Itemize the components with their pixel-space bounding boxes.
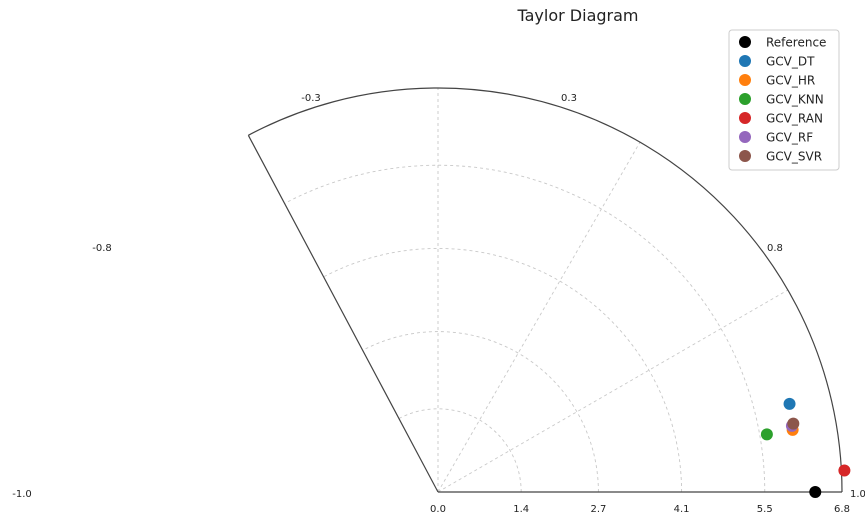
correlation-label: -0.8 <box>92 243 112 254</box>
legend: Reference GCV_DT GCV_HR GCV_KNN GCV_RAN GCV_R… <box>728 29 840 171</box>
legend-label: GCV_DT <box>766 55 815 69</box>
correlation-grid-line <box>437 289 789 493</box>
legend-label: GCV_HR <box>766 74 815 88</box>
left-edge-line <box>247 135 439 493</box>
legend-marker <box>739 150 751 162</box>
correlation-labels: 1.0 0.8 0.3 -0.3 -0.8 -1.0 <box>12 93 865 500</box>
legend-marker <box>739 55 751 67</box>
point-gcv-ran <box>838 464 851 477</box>
std-grid-arc <box>323 247 683 493</box>
legend-label: GCV_RF <box>766 131 813 145</box>
diagram-frame <box>247 87 843 493</box>
data-points <box>760 397 851 498</box>
std-grid-arc <box>362 331 599 493</box>
radial-tick-label: 6.8 <box>834 504 850 515</box>
outer-arc <box>248 87 843 493</box>
correlation-label: 0.8 <box>767 243 783 254</box>
correlation-grid-line <box>437 141 641 493</box>
point-reference <box>809 486 822 498</box>
radial-tick-label: 4.1 <box>674 504 690 515</box>
radial-ticks: 0.0 1.4 2.7 4.1 5.5 6.8 <box>430 504 850 515</box>
std-grid-arc <box>284 164 766 493</box>
legend-marker <box>739 131 751 143</box>
chart-title: Taylor Diagram <box>517 6 639 25</box>
legend-marker <box>739 112 751 124</box>
std-grid-arc <box>398 408 522 493</box>
correlation-label: -0.3 <box>301 93 321 104</box>
legend-marker <box>739 93 751 105</box>
legend-marker <box>739 36 751 48</box>
legend-label: GCV_SVR <box>766 150 822 164</box>
correlation-label: 1.0 <box>850 489 865 500</box>
correlation-label: -1.0 <box>12 489 32 500</box>
point-gcv-dt <box>783 397 796 410</box>
grid <box>284 88 789 493</box>
legend-label: GCV_KNN <box>766 93 824 107</box>
point-gcv-knn <box>760 428 773 441</box>
radial-tick-label: 5.5 <box>757 504 773 515</box>
legend-marker <box>739 74 751 86</box>
legend-label: GCV_RAN <box>766 112 823 126</box>
legend-box <box>728 29 840 171</box>
radial-tick-label: 1.4 <box>513 504 529 515</box>
point-gcv-svr <box>787 417 800 430</box>
legend-label: Reference <box>766 36 826 50</box>
radial-tick-label: 0.0 <box>430 504 446 515</box>
correlation-label: 0.3 <box>561 93 577 104</box>
radial-tick-label: 2.7 <box>590 504 606 515</box>
